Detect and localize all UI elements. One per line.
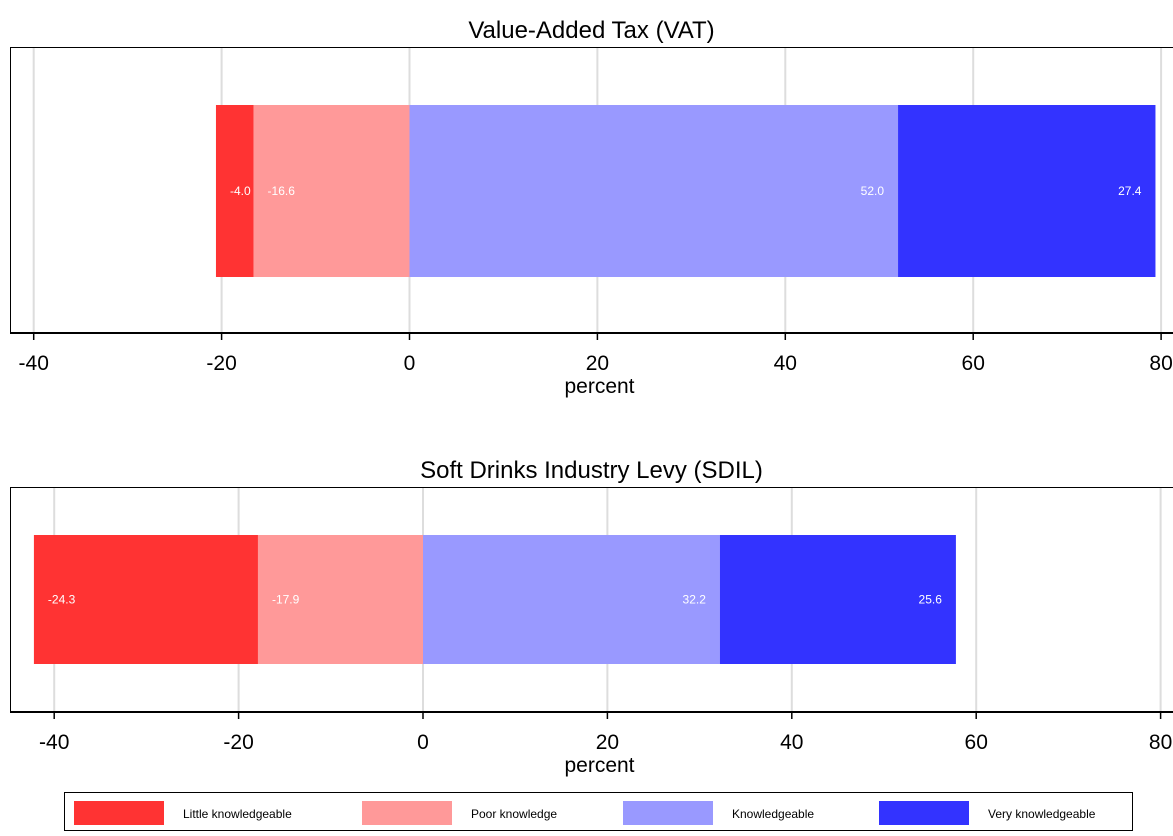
x-axis-label: percent (564, 375, 634, 398)
x-axis-label: percent (564, 754, 634, 777)
x-tick-label: 40 (780, 731, 803, 754)
x-tick-label: -40 (19, 352, 49, 375)
x-tick-label: 40 (774, 352, 797, 375)
x-tick-label: -40 (39, 731, 69, 754)
legend-swatch-knowledgeable (623, 801, 713, 825)
x-tick-label: 20 (586, 352, 609, 375)
x-tick-label: 80 (1149, 731, 1172, 754)
chart-title: Value-Added Tax (VAT) (468, 17, 714, 44)
legend-swatch-little (74, 801, 164, 825)
x-tick-label: -20 (223, 731, 253, 754)
value-label-little: -4.0 (230, 184, 251, 198)
legend-label-knowledgeable: Knowledgeable (732, 807, 814, 821)
value-label-poor: -16.6 (268, 184, 296, 198)
legend-label-poor: Poor knowledge (471, 807, 557, 821)
legend-swatch-poor (362, 801, 452, 825)
x-tick-label: 60 (962, 352, 985, 375)
value-label-knowledgeable: 52.0 (861, 184, 885, 198)
legend-label-very: Very knowledgeable (988, 807, 1096, 821)
legend-label-little: Little knowledgeable (183, 807, 292, 821)
bar-segment-very (898, 105, 1155, 277)
bar-segment-knowledgeable (410, 105, 899, 277)
value-label-knowledgeable: 32.2 (683, 593, 707, 607)
x-tick-label: 80 (1149, 352, 1172, 375)
x-tick-label: 20 (596, 731, 619, 754)
legend-swatch-very (879, 801, 969, 825)
value-label-very: 27.4 (1118, 184, 1142, 198)
bar-segment-knowledgeable (423, 535, 720, 664)
value-label-poor: -17.9 (272, 593, 300, 607)
x-tick-label: 0 (417, 731, 429, 754)
x-tick-label: -20 (206, 352, 236, 375)
chart-title: Soft Drinks Industry Levy (SDIL) (420, 457, 763, 484)
x-tick-label: 60 (965, 731, 988, 754)
value-label-very: 25.6 (919, 593, 943, 607)
x-tick-label: 0 (404, 352, 416, 375)
value-label-little: -24.3 (48, 593, 76, 607)
